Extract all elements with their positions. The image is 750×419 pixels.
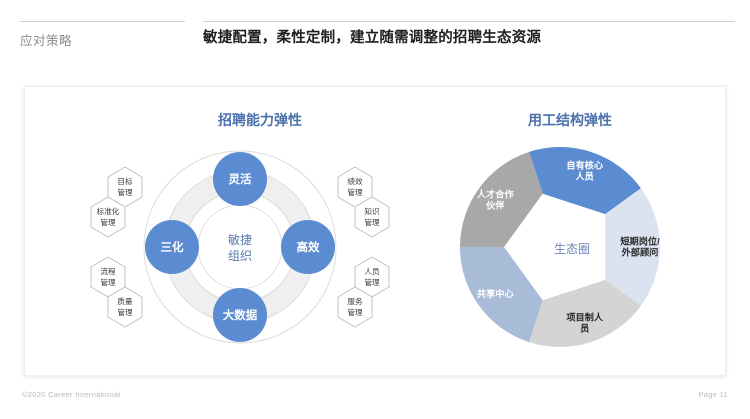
ring-core (197, 204, 283, 290)
node-bottom-label: 大数据 (223, 308, 258, 322)
hex-right-3[interactable]: 服务 管理 (337, 286, 373, 328)
donut-segment-label: 伙伴 (486, 200, 505, 211)
donut-segment-label: 人员 (576, 170, 594, 181)
core-label-line1: 敏捷 (228, 232, 252, 247)
donut-pentagon-hole (504, 193, 606, 301)
hex-right-1[interactable]: 知识 管理 (354, 196, 390, 238)
core-label-line2: 组织 (228, 249, 252, 263)
hex-left-3-line2: 管理 (117, 307, 133, 317)
section-kicker: 应对策略 (20, 34, 73, 48)
hex-left-0-line1: 目标 (117, 176, 133, 186)
node-left-label: 三化 (161, 240, 184, 254)
ring-outer (143, 150, 337, 344)
node-right-label: 高效 (297, 240, 320, 254)
donut-segment-label: 自有核心 (566, 159, 604, 170)
donut-segment-label: 短期岗位/ (620, 236, 660, 247)
donut-segment-label: 人才合作 (477, 189, 515, 200)
footer-copyright: ©2020 Career International (22, 390, 121, 399)
donut-segment[interactable] (560, 188, 660, 306)
node-left[interactable]: 三化 (145, 220, 199, 274)
node-top-label: 灵活 (229, 172, 252, 186)
hex-left-1[interactable]: 标准化 管理 (90, 196, 126, 238)
right-panel-title: 用工结构弹性 (528, 112, 612, 128)
hex-left-1-line1: 标准化 (97, 206, 120, 216)
node-bottom[interactable]: 大数据 (213, 288, 267, 342)
hex-left-2-line2: 管理 (100, 277, 116, 287)
hex-right-0-line1: 绩效 (347, 176, 363, 186)
header-rule-left (20, 21, 185, 22)
hex-right-3-line2: 管理 (347, 307, 363, 317)
hex-left-0-line2: 管理 (117, 187, 133, 197)
footer-page-number: Page 11 (698, 390, 728, 399)
node-right[interactable]: 高效 (281, 220, 335, 274)
hex-left-3[interactable]: 质量 管理 (107, 286, 143, 328)
hex-right-1-line1: 知识 (364, 206, 380, 216)
hex-right-2-line2: 管理 (364, 277, 380, 287)
header-rule-right (203, 21, 735, 22)
workforce-structure-donut: 生态圈 自有核心 人员短期岗位/外部顾问项目制人员 共享中心 人才合作 伙伴 (400, 129, 720, 369)
hex-right-0-line2: 管理 (347, 187, 363, 197)
slide-headline: 敏捷配置，柔性定制，建立随需调整的招聘生态资源 (203, 30, 542, 46)
hex-left-2-line1: 流程 (100, 266, 116, 276)
content-card: 招聘能力弹性 用工结构弹性 敏捷 组织 灵活 高效 (24, 86, 726, 376)
left-panel-title: 招聘能力弹性 (218, 112, 302, 128)
donut-segment-label: 员 (580, 324, 589, 334)
donut-segment-label: 外部顾问 (621, 247, 659, 258)
hex-left-1-line2: 管理 (100, 217, 116, 227)
donut-segment-label: 共享中心 (477, 288, 515, 299)
node-top[interactable]: 灵活 (213, 152, 267, 206)
hex-left-3-line1: 质量 (117, 296, 133, 306)
hex-right-2-line1: 人员 (364, 267, 380, 276)
capability-elasticity-diagram: 敏捷 组织 灵活 高效 大数据 三化 目标 (80, 129, 400, 369)
hex-right-1-line2: 管理 (364, 217, 380, 227)
slide-header: 应对策略 敏捷配置，柔性定制，建立随需调整的招聘生态资源 (0, 0, 750, 72)
hex-right-3-line1: 服务 (347, 296, 363, 306)
donut-center-label: 生态圈 (554, 242, 590, 256)
donut-segment-label: 项目制人 (566, 312, 604, 323)
